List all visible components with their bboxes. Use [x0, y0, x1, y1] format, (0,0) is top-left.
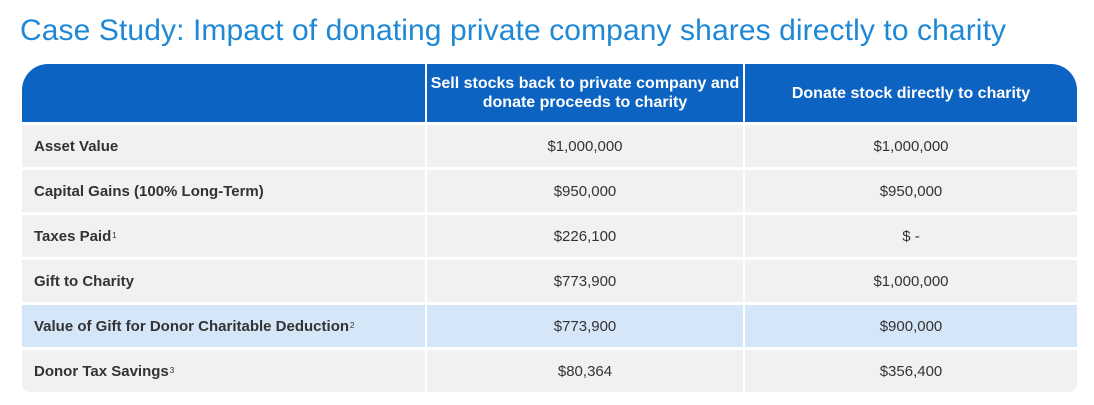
- donate-value: $ -: [745, 215, 1077, 257]
- table-row-highlighted: Value of Gift for Donor Charitable Deduc…: [22, 305, 1077, 347]
- header-sell-stocks: Sell stocks back to private company and …: [427, 64, 745, 122]
- row-label: Gift to Charity: [22, 260, 427, 302]
- table-row: Gift to Charity $773,900 $1,000,000: [22, 260, 1077, 302]
- sell-value: $773,900: [427, 260, 745, 302]
- sell-value: $226,100: [427, 215, 745, 257]
- header-blank: [22, 64, 427, 122]
- table-row: Capital Gains (100% Long-Term) $950,000 …: [22, 170, 1077, 212]
- row-label: Value of Gift for Donor Charitable Deduc…: [22, 305, 427, 347]
- donate-value: $356,400: [745, 350, 1077, 392]
- row-label: Asset Value: [22, 125, 427, 167]
- sell-value: $950,000: [427, 170, 745, 212]
- table-row: Donor Tax Savings 3 $80,364 $356,400: [22, 350, 1077, 392]
- row-label: Capital Gains (100% Long-Term): [22, 170, 427, 212]
- table-header: Sell stocks back to private company and …: [22, 64, 1077, 122]
- row-label: Donor Tax Savings 3: [22, 350, 427, 392]
- sell-value: $80,364: [427, 350, 745, 392]
- table-row: Taxes Paid 1 $226,100 $ -: [22, 215, 1077, 257]
- donate-value: $1,000,000: [745, 125, 1077, 167]
- comparison-table: Sell stocks back to private company and …: [22, 64, 1077, 392]
- sell-value: $1,000,000: [427, 125, 745, 167]
- table-row: Asset Value $1,000,000 $1,000,000: [22, 125, 1077, 167]
- row-label: Taxes Paid 1: [22, 215, 427, 257]
- donate-value: $950,000: [745, 170, 1077, 212]
- sell-value: $773,900: [427, 305, 745, 347]
- header-donate-stock: Donate stock directly to charity: [791, 84, 1031, 102]
- donate-value: $900,000: [745, 305, 1077, 347]
- donate-value: $1,000,000: [745, 260, 1077, 302]
- page-title: Case Study: Impact of donating private c…: [20, 14, 1007, 47]
